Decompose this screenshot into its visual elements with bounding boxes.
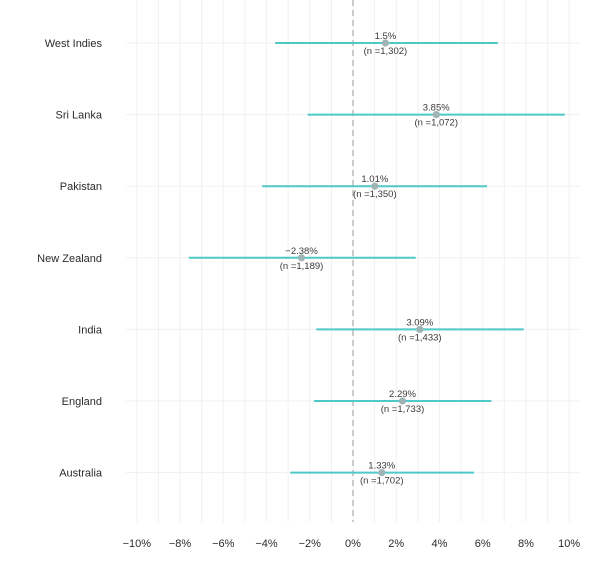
x-axis-labels: −10% −8% −6% −4% −2% 0% 2% 4% 6% 8% 10% xyxy=(123,538,581,550)
y-tick-label: New Zealand xyxy=(37,253,102,265)
x-tick-label: −4% xyxy=(255,538,278,550)
x-tick-label: 6% xyxy=(475,538,491,550)
estimate-label: 1.33% xyxy=(368,461,395,472)
x-tick-label: 4% xyxy=(432,538,448,550)
sample-size-label: (n =1,433) xyxy=(398,332,442,343)
row-india: 3.09% (n =1,433) xyxy=(316,317,524,343)
estimate-label: −2.38% xyxy=(285,246,318,257)
estimate-point xyxy=(381,39,390,47)
y-tick-label: Pakistan xyxy=(60,181,102,193)
sample-size-label: (n =1,350) xyxy=(353,189,397,200)
estimate-point xyxy=(416,325,424,333)
estimate-label: 2.29% xyxy=(389,389,416,400)
row-england: 2.29% (n =1,733) xyxy=(314,389,492,415)
x-tick-label: −6% xyxy=(212,538,235,550)
sample-size-label: (n =1,189) xyxy=(280,261,324,272)
estimate-point xyxy=(432,111,440,119)
y-tick-label: England xyxy=(62,396,102,408)
y-tick-label: Australia xyxy=(59,468,103,480)
estimate-point xyxy=(371,182,379,190)
row-pakistan: 1.01% (n =1,350) xyxy=(262,174,488,200)
estimate-point xyxy=(297,254,306,262)
x-tick-label: 2% xyxy=(388,538,404,550)
x-tick-label: −8% xyxy=(169,538,192,550)
row-new-zealand: −2.38% (n =1,189) xyxy=(188,246,416,272)
x-tick-label: 10% xyxy=(558,538,580,550)
estimate-label: 3.85% xyxy=(423,103,450,114)
y-tick-label: West Indies xyxy=(45,38,103,50)
sample-size-label: (n =1,302) xyxy=(364,46,408,57)
sample-size-label: (n =1,072) xyxy=(414,118,458,129)
x-tick-label: −2% xyxy=(299,538,322,550)
x-tick-label: 0% xyxy=(345,538,361,550)
y-axis-labels: West Indies Sri Lanka Pakistan New Zealand I… xyxy=(37,38,103,480)
estimate-label: 1.01% xyxy=(361,174,388,185)
x-tick-label: 8% xyxy=(518,538,534,550)
estimate-label: 1.5% xyxy=(375,31,397,42)
sample-size-label: (n =1,702) xyxy=(360,476,404,487)
estimate-point xyxy=(398,397,407,405)
row-west-indies: 1.5% (n =1,302) xyxy=(275,31,498,57)
sample-size-label: (n =1,733) xyxy=(381,404,425,415)
rows-layer: 1.5% (n =1,302) 3.85% (n =1,072) 1.01% (n =1,… xyxy=(188,31,565,487)
row-sri-lanka: 3.85% (n =1,072) xyxy=(307,103,565,129)
estimate-point xyxy=(378,469,386,477)
y-tick-label: Sri Lanka xyxy=(56,110,103,122)
estimate-label: 3.09% xyxy=(406,317,433,328)
row-australia: 1.33% (n =1,702) xyxy=(290,461,475,487)
y-tick-label: India xyxy=(78,324,103,336)
x-tick-label: −10% xyxy=(123,538,152,550)
